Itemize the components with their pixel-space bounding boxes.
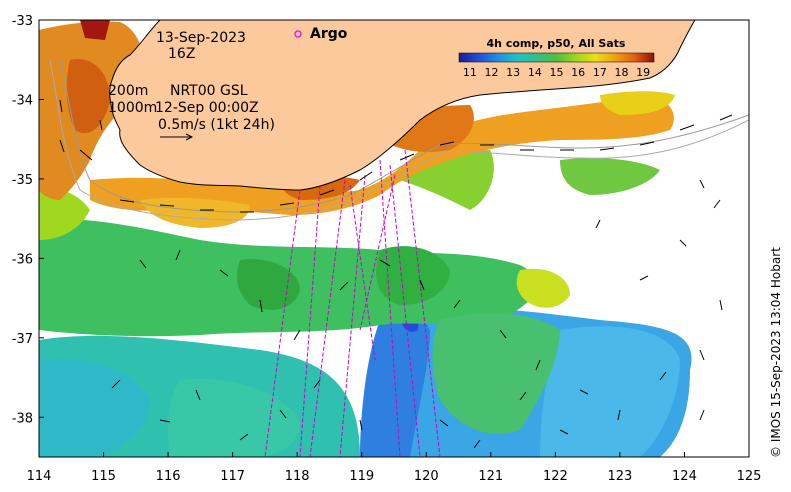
lat-axis: -33 -34 -35 -36 -37 -38 (12, 14, 44, 426)
legend-tick-label: 16 (571, 66, 585, 79)
legend-title: 4h comp, p50, All Sats (487, 37, 626, 50)
current-vectors (59, 99, 733, 449)
land-mass (39, 20, 695, 190)
vector-scale-label: 0.5m/s (1kt 24h) (158, 117, 275, 133)
lon-tick-label: 119 (349, 469, 374, 484)
legend-tick-label: 18 (615, 66, 629, 79)
lon-tick-label: 115 (91, 469, 116, 484)
legend-tick-label: 12 (485, 66, 499, 79)
legend-tick-label: 17 (593, 66, 607, 79)
legend-tick-label: 13 (506, 66, 520, 79)
lat-tick-label: -33 (12, 14, 33, 29)
isobath-label-200: 200m (108, 83, 148, 99)
legend-tick-label: 19 (636, 66, 650, 79)
coastline (39, 20, 696, 191)
lon-tick-label: 122 (543, 469, 568, 484)
sst-field (39, 20, 692, 457)
lon-tick-label: 120 (414, 469, 439, 484)
lon-tick-label: 121 (478, 469, 503, 484)
lat-tick-label: -36 (12, 252, 33, 267)
legend-tick-label: 11 (463, 66, 477, 79)
argo-tracks (264, 149, 441, 457)
plot-frame (38, 19, 750, 458)
legend-tick-label: 15 (550, 66, 564, 79)
hour-label: 16Z (168, 46, 195, 62)
lon-axis: 114 115 116 117 118 119 120 121 122 123 124 125 (27, 452, 762, 484)
lon-tick-label: 124 (672, 469, 697, 484)
current-time-label: 12-Sep 00:00Z (155, 100, 259, 116)
credit-label: © IMOS 15-Sep-2023 13:04 Hobart (769, 247, 783, 458)
isobath-label-1000: 1000m (108, 100, 157, 116)
isobath-1000m (49, 59, 749, 221)
isobath-200m (59, 59, 749, 213)
colorbar (458, 52, 655, 63)
sst-legend: 4h comp, p50, All Sats 11 12 13 14 15 16 17 18 1… (458, 37, 655, 79)
lon-tick-label: 118 (285, 469, 310, 484)
lon-tick-label: 123 (607, 469, 632, 484)
lat-tick-label: -34 (12, 93, 33, 108)
argo-label: Argo (310, 26, 348, 42)
current-source-label: NRT00 GSL (170, 83, 248, 99)
lon-tick-label: 114 (27, 469, 52, 484)
legend-tick-label: 14 (528, 66, 542, 79)
lat-tick-label: -38 (12, 411, 33, 426)
lat-tick-label: -37 (12, 332, 33, 347)
lon-tick-label: 116 (156, 469, 181, 484)
lon-tick-label: 125 (737, 469, 762, 484)
lon-tick-label: 117 (220, 469, 245, 484)
argo-legend-marker (294, 30, 302, 38)
date-label: 13-Sep-2023 (156, 30, 246, 46)
lat-tick-label: -35 (12, 173, 33, 188)
